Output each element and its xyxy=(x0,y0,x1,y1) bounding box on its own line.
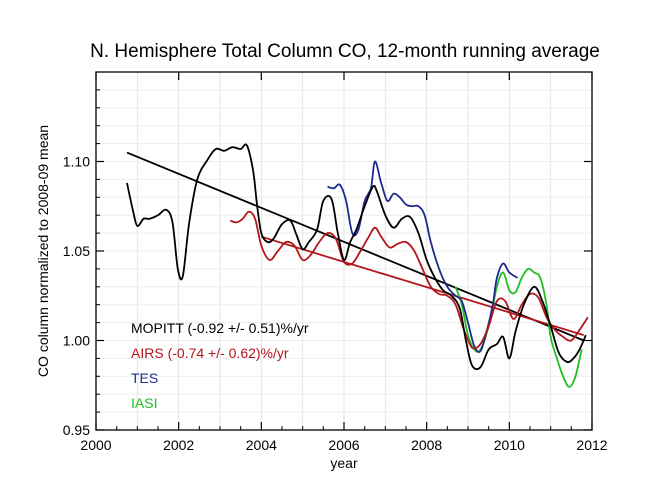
x-tick-label: 2004 xyxy=(246,437,277,453)
legend-entry-mopitt: MOPITT (-0.92 +/- 0.51)%/yr xyxy=(131,320,309,336)
series-line-mopitt xyxy=(126,143,587,371)
grid xyxy=(96,72,592,430)
legend: MOPITT (-0.92 +/- 0.51)%/yr AIRS (-0.74 +… xyxy=(131,320,309,411)
y-tick-label: 1.10 xyxy=(63,154,90,170)
series-lines xyxy=(126,143,589,388)
x-axis-label: year xyxy=(330,455,358,471)
series-line-iasi xyxy=(454,267,583,388)
x-tick-label: 2012 xyxy=(576,437,607,453)
y-tick-label: 1.05 xyxy=(63,243,90,259)
legend-entry-iasi: IASI xyxy=(131,395,157,411)
axes: 2000 2002 2004 2006 2008 2010 2012 0.95 1.00 1.05… xyxy=(63,72,608,453)
chart-title: N. Hemisphere Total Column CO, 12-month … xyxy=(90,41,600,62)
legend-entry-tes: TES xyxy=(131,370,158,386)
legend-entry-airs: AIRS (-0.74 +/- 0.62)%/yr xyxy=(131,345,289,361)
trend-lines xyxy=(126,151,585,342)
x-tick-label: 2000 xyxy=(80,437,111,453)
x-tick-label: 2008 xyxy=(411,437,442,453)
x-tick-label: 2010 xyxy=(494,437,525,453)
x-tick-label: 2002 xyxy=(163,437,194,453)
y-tick-label: 1.00 xyxy=(63,333,90,349)
trend-line xyxy=(126,151,585,342)
trend-line xyxy=(261,235,584,336)
y-tick-label: 0.95 xyxy=(63,422,90,438)
y-axis-label: CO column normalized to 2008-09 mean xyxy=(35,125,51,377)
x-tick-label: 2006 xyxy=(328,437,359,453)
